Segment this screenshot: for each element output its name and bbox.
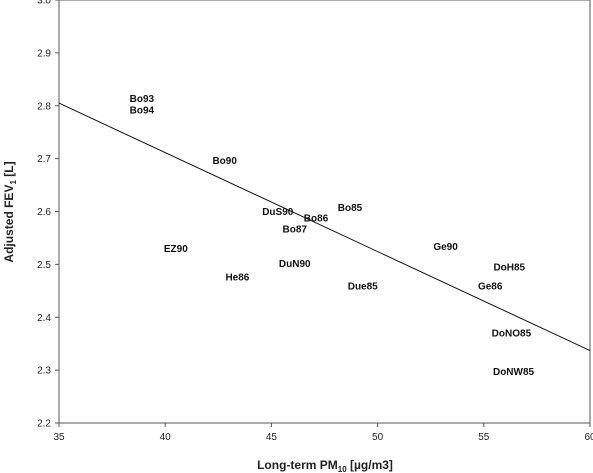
x-tick-label: 60 (584, 432, 593, 443)
x-tick-label: 50 (372, 432, 384, 443)
y-tick-label: 2.3 (37, 366, 51, 377)
y-tick-label: 3.0 (37, 0, 51, 7)
point-label-bo93: Bo93 (130, 94, 155, 105)
point-label-dus90: DuS90 (262, 207, 294, 218)
point-label-ez90: EZ90 (164, 244, 188, 255)
y-tick-label: 2.8 (37, 101, 51, 112)
point-label-due85: Due85 (348, 282, 378, 293)
point-label-bo85: Bo85 (338, 203, 363, 214)
point-label-donw85: DoNW85 (493, 367, 535, 378)
x-tick-label: 35 (53, 432, 65, 443)
x-tick-label: 55 (478, 432, 490, 443)
y-axis: 2.2 2.3 2.4 2.5 2.6 2.7 2.8 2.9 3.0 (37, 0, 59, 430)
point-label-dun90: DuN90 (279, 259, 311, 270)
point-label-dono85: DoNO85 (492, 329, 532, 340)
y-tick-label: 2.5 (37, 260, 51, 271)
plot-frame (58, 0, 591, 424)
y-axis-title: Adjusted FEV1 [L] (2, 161, 18, 262)
x-tick-label: 40 (160, 432, 172, 443)
y-tick-label: 2.2 (37, 419, 51, 430)
point-label-bo86: Bo86 (304, 213, 329, 224)
point-label-ge86: Ge86 (478, 282, 503, 293)
point-label-bo87: Bo87 (283, 224, 308, 235)
point-label-ge90: Ge90 (433, 242, 458, 253)
y-tick-label: 2.9 (37, 48, 51, 59)
y-tick-label: 2.7 (37, 154, 51, 165)
x-tick-label: 45 (266, 432, 278, 443)
point-label-he86: He86 (225, 273, 249, 284)
y-tick-label: 2.6 (37, 207, 51, 218)
y-tick-label: 2.4 (37, 313, 51, 324)
point-label-bo94: Bo94 (130, 105, 155, 116)
regression-line (58, 102, 591, 352)
x-axis-title: Long-term PM10 [µg/m3] (257, 458, 393, 473)
point-label-doh85: DoH85 (493, 263, 525, 274)
x-axis: 35 40 45 50 55 60 (53, 423, 593, 443)
point-label-bo90: Bo90 (212, 156, 237, 167)
